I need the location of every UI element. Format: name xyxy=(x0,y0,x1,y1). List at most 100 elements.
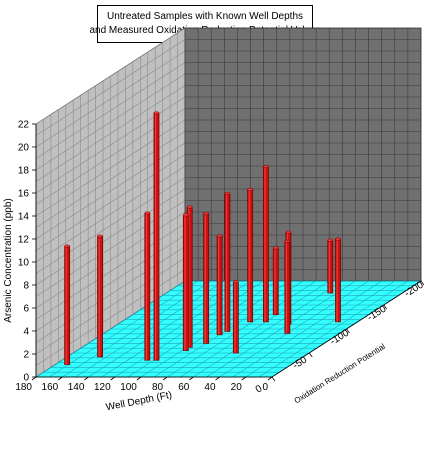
z-axis-label: Arsenic Concentration (ppb) xyxy=(3,198,14,323)
data-bar-body xyxy=(335,238,341,323)
data-bar-top xyxy=(144,211,151,215)
y-tick-mark xyxy=(308,352,313,358)
data-bar-highlight xyxy=(274,247,276,315)
data-bar-body xyxy=(232,281,239,354)
data-bar-body xyxy=(327,239,334,294)
data-bar-highlight xyxy=(225,193,228,332)
x-tick-label: 120 xyxy=(94,382,111,393)
data-bar-top xyxy=(285,230,292,234)
z-tick-label: 6 xyxy=(23,304,29,315)
x-tick-label: 180 xyxy=(15,382,32,393)
bars xyxy=(64,111,341,365)
y-tick-mark xyxy=(346,328,350,334)
data-bar xyxy=(335,237,341,323)
data-bar-highlight xyxy=(154,112,157,361)
z-tick-label: 12 xyxy=(18,235,30,246)
data-bar-body xyxy=(284,240,291,334)
data-bar-highlight xyxy=(285,241,288,334)
data-bar-top xyxy=(284,239,291,243)
data-bar-top xyxy=(233,280,239,284)
z-tick-label: 22 xyxy=(18,120,30,131)
data-bar-highlight xyxy=(218,235,220,335)
x-tick-mark xyxy=(84,376,89,381)
data-bar xyxy=(224,191,231,332)
data-bar-top xyxy=(97,234,103,238)
x-tick-mark xyxy=(31,376,37,381)
data-bar-body xyxy=(247,189,254,323)
data-bar-top xyxy=(335,237,341,241)
data-bar-top xyxy=(203,212,209,215)
x-tick-mark xyxy=(189,376,194,381)
x-axis-label: Well Depth (Ft) xyxy=(105,390,173,414)
y-tick-label: 0 xyxy=(254,383,265,396)
data-bar-highlight xyxy=(184,214,186,351)
z-tick-label: 18 xyxy=(18,166,30,177)
data-bar-body xyxy=(153,112,160,361)
data-bar-body xyxy=(64,245,71,365)
z-tick-label: 0 xyxy=(23,373,29,384)
data-bar xyxy=(144,211,151,361)
x-axis: 0 20 40 60 80 100 120 140 160 180 Well Depth (Ft) xyxy=(15,376,273,414)
data-bar-highlight xyxy=(264,166,266,322)
x-tick-mark xyxy=(241,376,247,381)
data-bar-top xyxy=(186,205,193,209)
data-bar-top xyxy=(273,246,279,250)
chart-title-line-1: Untreated Samples with Known Well Depths xyxy=(106,11,304,22)
data-bar-highlight xyxy=(65,246,67,365)
data-bar xyxy=(284,239,291,334)
data-bar-highlight xyxy=(234,281,236,353)
data-bar xyxy=(216,234,223,336)
z-tick-label: 16 xyxy=(18,189,30,200)
x-tick-label: 60 xyxy=(178,382,190,393)
x-tick-label: 140 xyxy=(68,382,85,393)
x-tick-mark xyxy=(267,376,273,381)
z-tick-label: 8 xyxy=(23,281,29,292)
x-tick-label: 20 xyxy=(231,382,243,393)
data-bar-highlight xyxy=(98,236,100,357)
data-bar-body xyxy=(216,235,223,336)
data-bar-top xyxy=(247,188,253,192)
z-tick-label: 14 xyxy=(18,212,30,223)
data-bar-body xyxy=(182,214,189,351)
data-bar xyxy=(232,280,239,354)
data-bar-highlight xyxy=(188,206,190,348)
data-bar-top xyxy=(327,238,334,242)
z-tick-label: 4 xyxy=(23,327,29,338)
data-bar-top xyxy=(216,234,223,238)
data-bar-highlight xyxy=(248,189,250,322)
x-tick-mark xyxy=(136,376,142,381)
z-tick-label: 20 xyxy=(18,143,30,154)
data-bar xyxy=(153,111,160,361)
x-tick-label: 160 xyxy=(42,382,59,393)
x-tick-mark xyxy=(57,376,63,381)
data-bar-highlight xyxy=(328,240,330,293)
data-bar xyxy=(64,244,71,365)
z-axis: 0 2 4 6 8 10 12 14 16 18 20 22 Arsenic Concentration… xyxy=(3,120,37,384)
y-tick-mark xyxy=(383,304,388,310)
data-bar xyxy=(182,213,189,351)
data-bar-highlight xyxy=(336,239,338,322)
data-bar xyxy=(247,188,254,323)
x-tick-label: 0 xyxy=(262,382,268,393)
data-bar xyxy=(262,165,269,323)
data-bar-top xyxy=(64,244,70,248)
data-bar-body xyxy=(97,235,103,358)
data-bar-body xyxy=(144,212,151,361)
data-bar-top xyxy=(153,111,160,115)
data-bar xyxy=(97,234,103,358)
x-tick-label: 100 xyxy=(120,382,137,393)
data-bar-body xyxy=(272,247,279,315)
data-bar-highlight xyxy=(145,213,147,361)
z-tick-label: 2 xyxy=(23,350,29,361)
data-bar-top xyxy=(263,165,269,169)
y-tick-mark xyxy=(271,376,276,382)
data-bar-body xyxy=(262,166,269,323)
x-tick-mark xyxy=(215,376,220,381)
data-bar xyxy=(327,238,334,294)
data-bar xyxy=(203,212,210,344)
x-tick-label: 40 xyxy=(204,382,216,393)
x-tick-label: 80 xyxy=(152,382,164,393)
x-tick-mark xyxy=(162,376,168,381)
data-bar xyxy=(272,246,279,315)
